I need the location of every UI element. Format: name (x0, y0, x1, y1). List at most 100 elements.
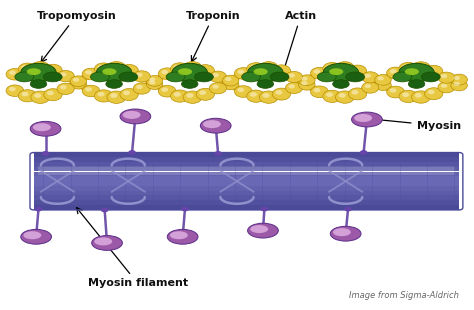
Circle shape (390, 69, 397, 73)
Circle shape (428, 90, 435, 94)
Circle shape (336, 91, 354, 103)
Ellipse shape (393, 72, 412, 82)
Circle shape (235, 68, 252, 79)
Circle shape (107, 62, 126, 74)
Circle shape (425, 65, 443, 77)
Bar (34, 157, 459, 162)
Ellipse shape (257, 80, 273, 88)
Circle shape (310, 67, 328, 79)
Circle shape (289, 73, 295, 78)
Ellipse shape (270, 72, 289, 82)
Circle shape (275, 67, 283, 71)
Circle shape (237, 70, 244, 74)
Circle shape (136, 85, 143, 89)
Circle shape (390, 88, 397, 93)
Bar (34, 191, 459, 195)
Circle shape (338, 93, 346, 98)
Circle shape (161, 87, 168, 92)
Circle shape (21, 92, 28, 96)
Ellipse shape (94, 237, 112, 246)
Circle shape (399, 90, 418, 103)
Ellipse shape (106, 80, 122, 88)
Ellipse shape (21, 63, 56, 82)
Ellipse shape (120, 109, 151, 124)
Circle shape (196, 88, 214, 100)
Circle shape (438, 82, 455, 93)
Bar (34, 167, 459, 171)
Ellipse shape (15, 72, 34, 82)
Circle shape (158, 68, 176, 79)
Circle shape (158, 86, 176, 97)
Circle shape (237, 88, 244, 92)
Circle shape (428, 67, 435, 72)
Circle shape (299, 75, 315, 86)
Text: Myosin: Myosin (371, 117, 461, 131)
Circle shape (110, 64, 118, 68)
Ellipse shape (166, 72, 185, 82)
Ellipse shape (333, 228, 351, 236)
Ellipse shape (330, 226, 361, 241)
Circle shape (411, 62, 430, 74)
Ellipse shape (333, 80, 349, 88)
Ellipse shape (242, 72, 261, 82)
Circle shape (57, 83, 74, 95)
Circle shape (101, 207, 109, 212)
Circle shape (212, 85, 219, 89)
Ellipse shape (23, 231, 41, 239)
Ellipse shape (167, 229, 198, 244)
Ellipse shape (346, 72, 365, 82)
Circle shape (128, 150, 136, 155)
Circle shape (186, 93, 193, 98)
Circle shape (344, 206, 352, 211)
Ellipse shape (123, 111, 141, 119)
Ellipse shape (421, 72, 440, 82)
Circle shape (261, 206, 268, 211)
Ellipse shape (329, 68, 343, 75)
Circle shape (402, 92, 409, 97)
Circle shape (110, 93, 118, 98)
Circle shape (18, 90, 37, 102)
Circle shape (173, 92, 181, 97)
Ellipse shape (399, 63, 434, 82)
Circle shape (323, 63, 342, 75)
Circle shape (377, 82, 384, 86)
Circle shape (246, 63, 265, 75)
Circle shape (365, 84, 371, 88)
Circle shape (299, 79, 315, 90)
Ellipse shape (408, 80, 425, 88)
Circle shape (360, 150, 367, 155)
Circle shape (310, 86, 328, 98)
Bar (34, 186, 459, 191)
Circle shape (438, 72, 455, 83)
Ellipse shape (405, 68, 419, 75)
Circle shape (275, 90, 283, 95)
Ellipse shape (27, 68, 41, 75)
Bar (34, 195, 459, 200)
Circle shape (326, 92, 333, 97)
Circle shape (149, 78, 155, 82)
Circle shape (377, 76, 384, 81)
Bar (34, 171, 459, 176)
Text: Image from Sigma-Aldrich: Image from Sigma-Aldrich (349, 291, 459, 300)
Bar (34, 181, 459, 186)
Ellipse shape (170, 231, 188, 239)
Circle shape (352, 90, 358, 95)
Circle shape (272, 88, 291, 100)
Ellipse shape (178, 68, 192, 75)
Circle shape (70, 76, 86, 86)
Ellipse shape (317, 72, 336, 82)
Circle shape (34, 64, 41, 68)
Circle shape (123, 91, 130, 95)
Circle shape (6, 69, 24, 80)
Circle shape (272, 65, 291, 77)
Circle shape (348, 65, 367, 77)
Circle shape (9, 70, 16, 75)
Ellipse shape (21, 229, 52, 244)
Circle shape (301, 81, 308, 85)
Circle shape (210, 83, 227, 94)
Circle shape (31, 91, 50, 104)
Circle shape (210, 71, 227, 82)
Ellipse shape (43, 72, 62, 82)
Circle shape (362, 82, 379, 93)
Circle shape (47, 66, 54, 71)
